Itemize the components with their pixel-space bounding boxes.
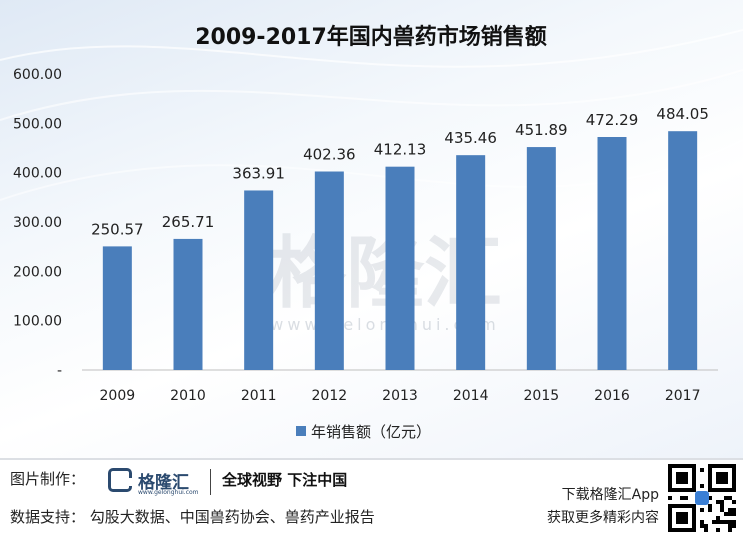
legend: 年销售额（亿元） xyxy=(296,423,431,441)
x-tick-label: 2017 xyxy=(665,388,701,404)
legend-label: 年销售额（亿元） xyxy=(311,423,431,441)
gelonghui-logo-icon: 格隆汇 xyxy=(108,466,189,494)
data-label: 265.71 xyxy=(162,213,215,231)
footer-source: 数据支持： 勾股大数据、中国兽药协会、兽药产业报告 xyxy=(10,508,375,526)
y-tick-label: 200.00 xyxy=(13,264,62,280)
data-label: 250.57 xyxy=(91,220,144,238)
x-tick-label: 2011 xyxy=(241,388,277,404)
x-tick-label: 2016 xyxy=(594,388,630,404)
logo-url: www.gelonghui.com xyxy=(138,489,199,496)
bar-2016 xyxy=(597,137,627,370)
x-tick-label: 2013 xyxy=(382,388,418,404)
app-download-text: 下载格隆汇App xyxy=(561,487,659,503)
data-label: 472.29 xyxy=(586,111,639,129)
logo-divider xyxy=(210,469,211,495)
bars xyxy=(102,131,698,370)
data-label: 363.91 xyxy=(232,164,285,182)
footer: 图片制作： 格隆汇 www.gelonghui.com 全球视野 下注中国 数据… xyxy=(0,458,743,536)
bar-2009 xyxy=(102,246,132,370)
x-axis: 2009 2010 2011 2012 2013 2014 2015 2016 2017 xyxy=(82,369,718,404)
bar-2010 xyxy=(173,238,203,370)
qr-code-icon[interactable] xyxy=(668,464,736,532)
bar-chart: 2009-2017年国内兽药市场销售额 格隆汇 www.gelonghui.co… xyxy=(13,24,718,441)
data-label: 412.13 xyxy=(374,141,427,159)
bar-2015 xyxy=(526,147,556,370)
data-labels: 250.57 265.71 363.91 402.36 412.13 435.46 451.… xyxy=(91,105,709,238)
y-tick-label: 100.00 xyxy=(13,314,62,330)
data-label: 402.36 xyxy=(303,146,356,164)
bar-2017 xyxy=(668,131,698,370)
y-tick-label: - xyxy=(57,363,62,379)
data-label: 435.46 xyxy=(444,129,497,147)
bar-2012 xyxy=(314,171,344,370)
x-tick-label: 2015 xyxy=(524,388,560,404)
x-tick-label: 2014 xyxy=(453,388,489,404)
slogan: 全球视野 下注中国 xyxy=(222,471,348,489)
y-tick-label: 300.00 xyxy=(13,215,62,231)
logo-name: 格隆汇 xyxy=(138,472,189,493)
bar-2011 xyxy=(244,190,274,370)
logo-mark xyxy=(108,468,132,492)
x-tick-label: 2010 xyxy=(170,388,206,404)
bar-2013 xyxy=(385,166,415,370)
bar-2014 xyxy=(456,155,486,370)
footer-made-by: 图片制作： xyxy=(10,470,86,488)
data-label: 451.89 xyxy=(515,121,568,139)
app-promo-text: 获取更多精彩内容 xyxy=(547,510,659,526)
y-tick-label: 600.00 xyxy=(13,67,62,83)
legend-swatch xyxy=(296,426,306,436)
y-axis: - 100.00 200.00 300.00 400.00 500.00 600.00 xyxy=(13,67,62,379)
chart-area: 2009-2017年国内兽药市场销售额 格隆汇 www.gelonghui.co… xyxy=(0,0,743,458)
chart-title: 2009-2017年国内兽药市场销售额 xyxy=(195,24,547,50)
y-tick-label: 400.00 xyxy=(13,166,62,182)
data-label: 484.05 xyxy=(656,105,709,123)
x-tick-label: 2009 xyxy=(100,388,136,404)
x-tick-label: 2012 xyxy=(312,388,348,404)
y-tick-label: 500.00 xyxy=(13,116,62,132)
